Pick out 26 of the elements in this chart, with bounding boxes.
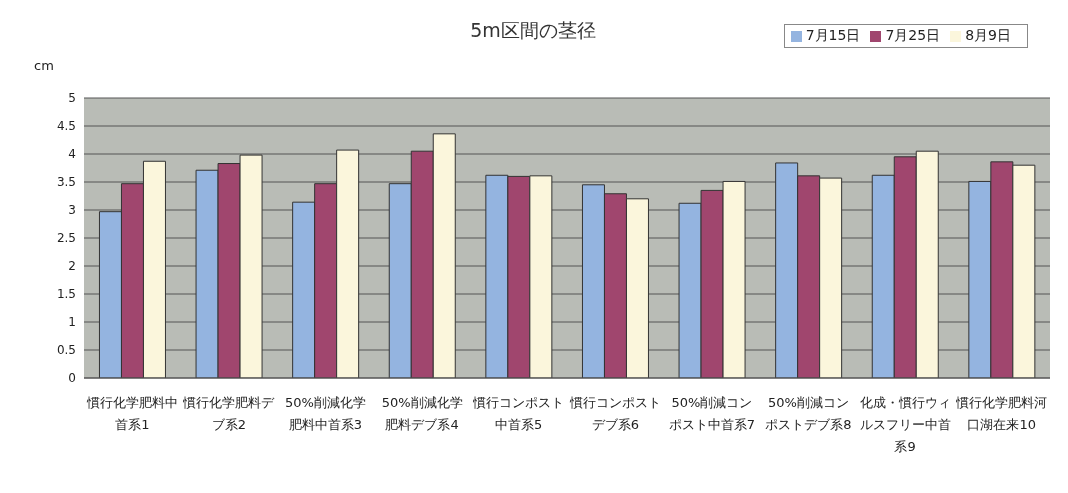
x-tick-label: 50%削減化学肥料中首系3 — [284, 394, 367, 434]
x-tick-label: 50%削減コンポストデブ系8 — [764, 394, 853, 434]
x-tick-label: 慣行化学肥料デブ系2 — [182, 394, 275, 434]
x-tick-label: 50%削減コンポスト中首系7 — [667, 394, 757, 434]
y-tick-label: 3 — [68, 203, 76, 218]
y-tick-label: 0.5 — [56, 343, 76, 358]
y-tick-label: 1.5 — [56, 287, 76, 302]
legend-label: 8月9日 — [965, 27, 1011, 43]
x-tick-label: 慣行コンポスト中首系5 — [472, 394, 565, 434]
y-tick-label: 1 — [68, 315, 76, 330]
x-tick-label: 慣行化学肥料中首系1 — [86, 394, 179, 434]
y-tick-label: 4 — [68, 147, 76, 162]
legend-label: 7月25日 — [885, 27, 941, 43]
x-tick-label: 50%削減化学肥料デブ系4 — [380, 394, 464, 434]
y-tick-label: 2.5 — [56, 231, 76, 246]
legend-label: 7月15日 — [805, 27, 861, 43]
y-tick-label: 4.5 — [56, 119, 76, 134]
x-tick-label: 慣行コンポストデブ系6 — [569, 394, 662, 434]
y-tick-label: 5 — [68, 91, 76, 106]
y-tick-label: 0 — [68, 371, 76, 386]
chart-title: 5m区間の茎径 — [470, 19, 596, 41]
x-tick-label: 慣行化学肥料河口湖在来10 — [955, 394, 1048, 434]
y-tick-label: 2 — [68, 259, 76, 274]
y-tick-label: 3.5 — [56, 175, 76, 190]
y-axis-title: cm — [34, 58, 54, 73]
x-tick-label: 化成・慣行ウィルスフリー中首系9 — [859, 394, 952, 456]
